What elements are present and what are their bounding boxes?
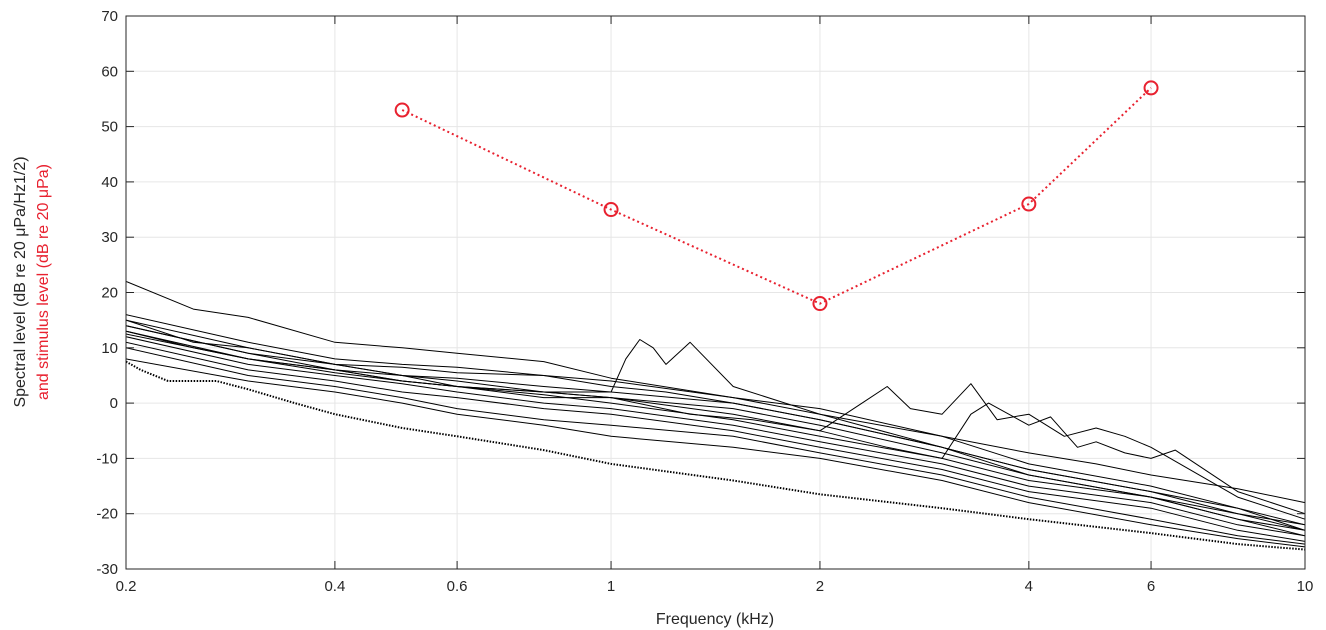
spectrum-line bbox=[125, 280, 1306, 504]
spectrum-line bbox=[125, 336, 1306, 537]
y-tick-label: 20 bbox=[101, 285, 118, 302]
stimulus-point bbox=[1143, 80, 1159, 96]
spectrum-line bbox=[125, 341, 1306, 542]
y-tick-label: 40 bbox=[101, 174, 118, 191]
y-tick-label: 60 bbox=[101, 63, 118, 80]
spectrum-line bbox=[125, 358, 1306, 548]
y-tick-label: 70 bbox=[101, 8, 118, 25]
stimulus-point bbox=[1021, 196, 1037, 212]
stimulus-series bbox=[394, 80, 1159, 312]
spectrum-line bbox=[125, 330, 1306, 520]
y-tick-label: -30 bbox=[96, 561, 118, 578]
y-tick-label: 10 bbox=[101, 340, 118, 357]
x-axis-ticks: 0.2 0.4 0.6 1 2 4 6 10 bbox=[116, 16, 1314, 595]
x-tick-label: 10 bbox=[1297, 578, 1314, 595]
stimulus-point bbox=[603, 202, 619, 218]
x-tick-label: 0.4 bbox=[324, 578, 345, 595]
noise-floor-line bbox=[125, 360, 1306, 551]
x-tick-label: 4 bbox=[1025, 578, 1033, 595]
x-tick-label: 0.2 bbox=[116, 578, 137, 595]
y-axis-label-line2: and stimulus level (dB re 20 μPa) bbox=[35, 164, 52, 400]
spectrum-line bbox=[125, 333, 1306, 531]
x-tick-label: 1 bbox=[607, 578, 615, 595]
spectra-lines bbox=[125, 280, 1306, 548]
y-axis-label-line1: Spectral level (dB re 20 μPa/Hz1/2) bbox=[12, 156, 29, 407]
x-tick-label: 6 bbox=[1147, 578, 1155, 595]
x-tick-label: 0.6 bbox=[447, 578, 468, 595]
y-tick-label: 30 bbox=[101, 229, 118, 246]
y-tick-label: -10 bbox=[96, 450, 118, 467]
stimulus-line bbox=[401, 87, 1152, 305]
x-axis-label: Frequency (kHz) bbox=[656, 611, 774, 628]
spectrum-line bbox=[125, 347, 1306, 545]
y-tick-label: 0 bbox=[110, 395, 118, 412]
noise-floor bbox=[125, 360, 1306, 551]
spectrum-line bbox=[125, 319, 1306, 515]
x-tick-label: 2 bbox=[816, 578, 824, 595]
y-axis-ticks: -30 -20 -10 0 10 20 30 40 50 60 70 bbox=[96, 8, 1305, 578]
stimulus-point bbox=[394, 102, 410, 118]
y-tick-label: 50 bbox=[101, 119, 118, 136]
y-tick-label: -20 bbox=[96, 506, 118, 523]
stimulus-point bbox=[812, 296, 828, 312]
